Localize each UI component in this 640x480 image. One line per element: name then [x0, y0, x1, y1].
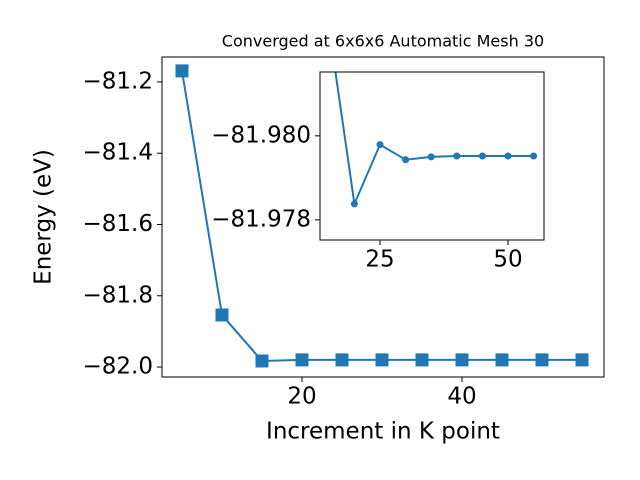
marker — [478, 152, 486, 160]
marker — [575, 353, 589, 367]
y-tick-label: −81.4 — [83, 140, 153, 166]
marker — [504, 152, 512, 160]
y-axis-label: Energy (eV) — [31, 149, 57, 285]
marker — [335, 353, 349, 367]
y-tick-label: −81.2 — [83, 68, 153, 94]
marker — [402, 156, 410, 164]
marker — [427, 153, 435, 161]
marker — [530, 152, 538, 160]
x-tick-label: 25 — [365, 247, 394, 273]
marker — [350, 200, 358, 208]
x-tick-label: 50 — [493, 247, 522, 273]
x-tick-label: 40 — [447, 384, 476, 410]
marker — [375, 353, 389, 367]
marker — [415, 353, 429, 367]
y-tick-label: −81.8 — [83, 282, 153, 308]
plot-clip — [175, 64, 589, 368]
marker — [175, 64, 189, 78]
x-tick-label: 20 — [287, 384, 316, 410]
y-tick-label: −81.980 — [211, 122, 311, 148]
chart-title: Converged at 6x6x6 Automatic Mesh 30 — [222, 32, 544, 51]
marker — [495, 353, 509, 367]
y-tick-label: −82.0 — [83, 354, 153, 380]
marker — [325, 22, 332, 29]
marker — [295, 353, 309, 367]
marker — [215, 308, 229, 322]
marker — [255, 354, 269, 368]
axes-frame — [161, 56, 605, 378]
marker — [453, 152, 461, 160]
y-tick-label: −81.978 — [211, 206, 311, 232]
x-axis-label: Increment in K point — [266, 419, 500, 445]
marker — [535, 353, 549, 367]
marker — [376, 141, 384, 149]
plot-clip — [325, 22, 538, 208]
y-tick-label: −81.6 — [83, 211, 153, 237]
axes-frame — [319, 71, 545, 241]
marker — [455, 353, 469, 367]
